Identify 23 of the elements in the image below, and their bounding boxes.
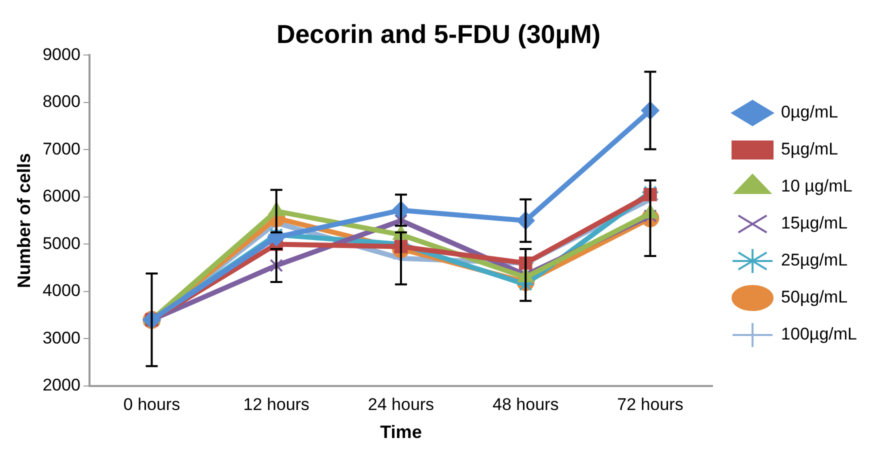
x-tick-label: 72 hours: [617, 394, 684, 414]
x-axis-title: Time: [380, 422, 422, 442]
legend-label: 5µg/mL: [781, 140, 838, 159]
legend-label: 50µg/mL: [781, 288, 848, 307]
y-tick-label: 2000: [42, 376, 80, 395]
x-tick-label: 0 hours: [123, 394, 180, 414]
legend-label: 0µg/mL: [781, 102, 838, 122]
y-tick-label: 8000: [42, 92, 80, 112]
legend-label: 15µg/mL: [781, 214, 848, 233]
legend-label: 10 µg/mL: [781, 176, 852, 196]
legend-label: 100µg/mL: [781, 324, 857, 344]
y-tick-label: 3000: [42, 328, 80, 348]
x-tick-label: 12 hours: [243, 394, 310, 414]
y-tick-label: 4000: [42, 281, 80, 300]
y-tick-label: 9000: [42, 44, 80, 64]
chart-title: Decorin and 5-FDU (30µM): [276, 18, 601, 49]
y-tick-label: 6000: [42, 186, 80, 206]
y-axis-title: Number of cells: [14, 153, 34, 288]
y-tick-label: 7000: [42, 139, 80, 158]
y-tick-label: 5000: [42, 234, 80, 253]
x-tick-label: 48 hours: [492, 394, 559, 414]
legend-label: 25µg/mL: [781, 250, 848, 270]
x-tick-label: 24 hours: [368, 394, 434, 414]
